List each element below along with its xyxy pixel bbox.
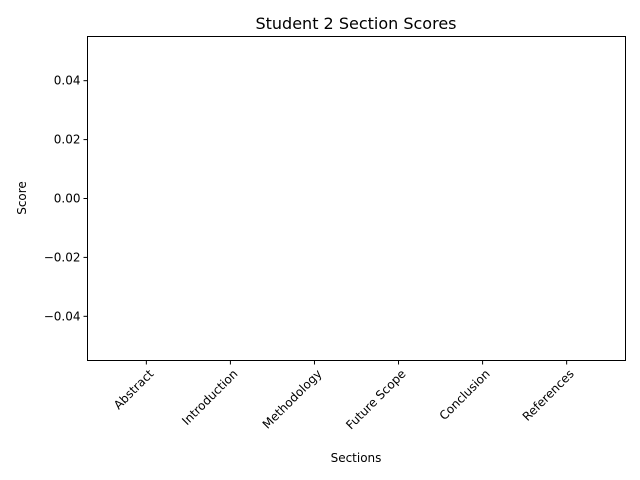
y-tick-label: −0.04: [44, 309, 81, 323]
plot-frame: [87, 36, 626, 361]
x-axis: Abstract Introduction Methodology Future Sc…: [111, 360, 577, 432]
x-tick-label: Introduction: [179, 367, 240, 428]
chart-title: Student 2 Section Scores: [255, 14, 456, 33]
x-tick-label: Methodology: [260, 367, 325, 432]
y-axis: −0.04 −0.02 0.00 0.02 0.04: [44, 74, 88, 323]
plot-area: [87, 36, 626, 361]
y-tick-label: 0.02: [54, 133, 81, 147]
y-tick-label: −0.02: [44, 250, 81, 264]
y-tick-label: 0.00: [54, 192, 81, 206]
x-tick-label: Abstract: [111, 367, 157, 413]
x-axis-label: Sections: [331, 451, 382, 465]
x-tick-label: Future Scope: [343, 367, 408, 432]
y-tick-label: 0.04: [54, 74, 81, 88]
x-tick-label: References: [520, 367, 577, 424]
y-axis-label: Score: [15, 181, 29, 215]
x-tick-label: Conclusion: [437, 367, 493, 423]
